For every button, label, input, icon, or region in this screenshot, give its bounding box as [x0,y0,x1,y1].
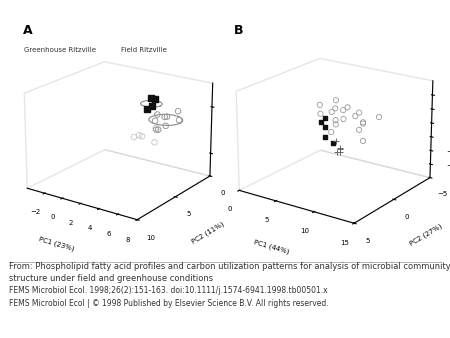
X-axis label: PC1 (23%): PC1 (23%) [38,236,76,252]
Text: structure under field and greenhouse conditions: structure under field and greenhouse con… [9,274,213,283]
X-axis label: PC1 (44%): PC1 (44%) [253,238,290,255]
Y-axis label: PC2 (27%): PC2 (27%) [409,223,443,247]
Text: Field Ritzville: Field Ritzville [121,47,167,53]
Text: A: A [22,24,32,37]
Text: From: Phospholipid fatty acid profiles and carbon utilization patterns for analy: From: Phospholipid fatty acid profiles a… [9,262,450,271]
Text: Greenhouse Ritzville: Greenhouse Ritzville [24,47,96,53]
Y-axis label: PC2 (11%): PC2 (11%) [190,220,225,245]
Text: B: B [234,24,243,37]
Text: FEMS Microbiol Ecol | © 1998 Published by Elsevier Science B.V. All rights reser: FEMS Microbiol Ecol | © 1998 Published b… [9,298,328,308]
Text: FEMS Microbiol Ecol. 1998;26(2):151-163. doi:10.1111/j.1574-6941.1998.tb00501.x: FEMS Microbiol Ecol. 1998;26(2):151-163.… [9,286,328,295]
